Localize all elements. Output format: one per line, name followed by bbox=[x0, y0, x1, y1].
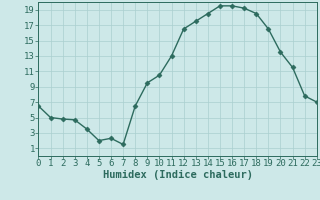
X-axis label: Humidex (Indice chaleur): Humidex (Indice chaleur) bbox=[103, 170, 252, 180]
